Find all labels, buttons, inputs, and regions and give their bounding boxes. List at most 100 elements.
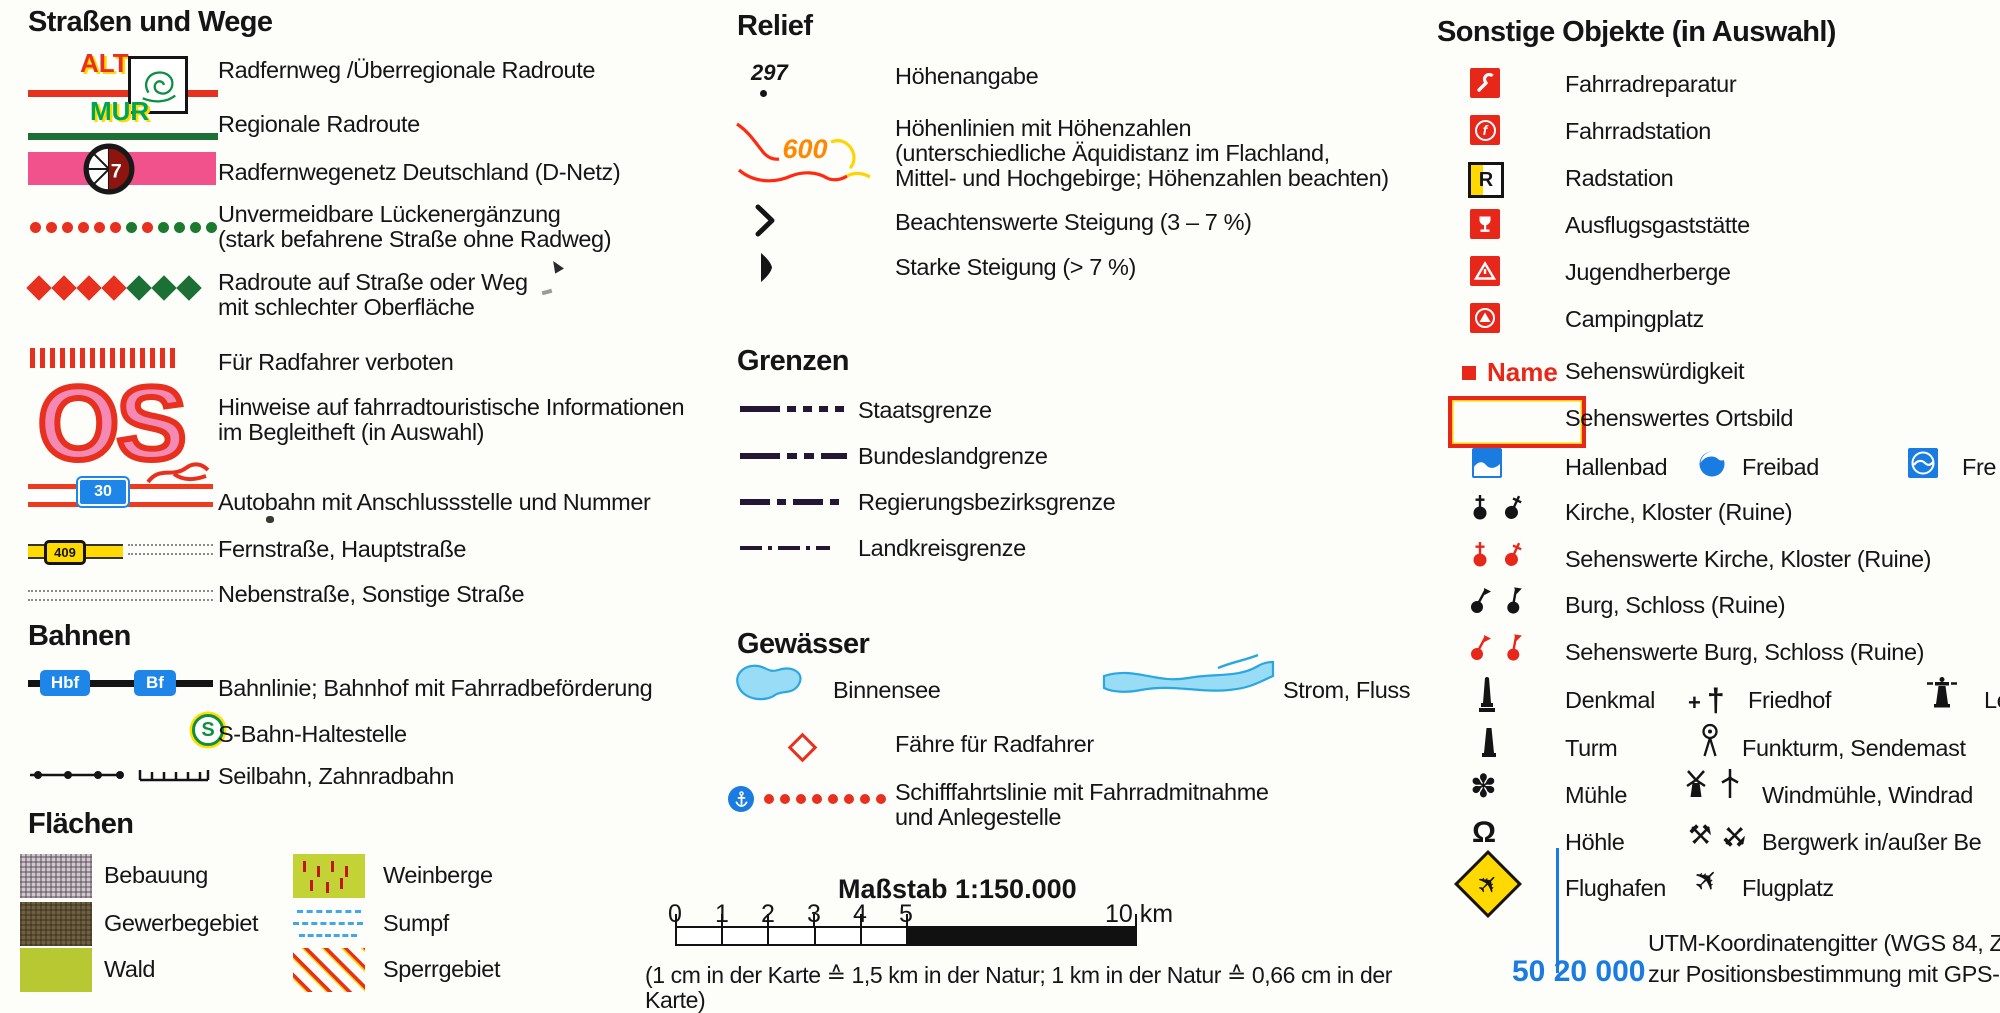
bf-badge: Bf	[134, 670, 176, 696]
legend-label: Le	[1984, 687, 2000, 713]
radfernweg-line	[28, 90, 218, 97]
scale-tick	[721, 914, 723, 927]
regionale-radroute-line	[28, 133, 218, 140]
ausflugsgaststaette-icon	[1470, 209, 1500, 239]
dnetz-wheel-icon: 7	[82, 142, 136, 201]
section-title-sonstige: Sonstige Objekte (in Auswahl)	[1437, 16, 1836, 48]
utm-coordinate: 50 20 000	[1512, 955, 1646, 988]
binnensee-icon	[728, 656, 810, 719]
legend-label: Kirche, Kloster (Ruine)	[1565, 499, 1793, 525]
contour-value: 600	[782, 134, 827, 164]
legend-label: Funkturm, Sendemast	[1742, 735, 1966, 761]
legend-label: Freibad	[1742, 454, 1819, 480]
legend-label: Schifffahrtslinie mit Fahrradmitnahme un…	[895, 779, 1269, 831]
legend-label: Ausflugsgaststätte	[1565, 212, 1750, 238]
swatch-wald	[20, 948, 92, 992]
jugendherberge-icon	[1470, 256, 1500, 286]
anschlussstelle-icon	[146, 458, 210, 493]
legend-label: Mühle	[1565, 782, 1628, 808]
spot-height-value: 297	[751, 60, 788, 85]
utm-grid-line	[1556, 848, 1559, 973]
legend-label: Sperrgebiet	[383, 956, 501, 982]
fernstrasse-symbol: 409	[28, 540, 218, 565]
friedhof-icon: + †	[1688, 684, 1725, 716]
friedhof-cross: †	[1706, 682, 1725, 718]
legend-label: Autobahn mit Anschlussstelle und Nummer	[218, 489, 651, 515]
utm-note: UTM-Koordinatengitter (WGS 84, Zo zur Pos…	[1648, 928, 2000, 989]
leuchtturm-icon	[1925, 676, 1959, 719]
scale-tick-label: 5	[899, 900, 913, 929]
autobahn-number-badge: 30	[78, 478, 128, 506]
legend-label: Jugendherberge	[1565, 259, 1731, 285]
funkturm-icon	[1697, 722, 1723, 763]
legend-label: Höhle	[1565, 829, 1625, 855]
freibad-icon	[1698, 450, 1726, 483]
schlechte-oberflaeche-diamonds	[26, 275, 202, 301]
swatch-bebauung	[20, 854, 92, 898]
artifact-mark	[266, 516, 274, 523]
legend-label: Sumpf	[383, 910, 449, 936]
scale-tick	[1135, 914, 1137, 927]
swatch-sumpf	[293, 902, 365, 946]
utm-note-line1: UTM-Koordinatengitter (WGS 84, Zo	[1648, 930, 2000, 956]
legend-label: Binnensee	[833, 677, 941, 703]
sehenswuerdigkeit-square	[1462, 366, 1476, 380]
sehenswerte-kirche-icons	[1468, 539, 1526, 569]
map-legend-page: { "sections": { "strassen": { "title": "…	[20, 6, 2000, 1012]
regionale-radroute-symbol: MUR	[28, 96, 218, 142]
legend-label: Seilbahn, Zahnradbahn	[218, 763, 454, 789]
verboten-ticks	[30, 348, 175, 368]
legend-label: Sehenswertes Ortsbild	[1565, 405, 1794, 431]
fernstrasse-number-badge: 409	[44, 540, 86, 565]
strom-fluss-icon	[1100, 652, 1276, 717]
massstab-title: Maßstab 1:150.000	[838, 874, 1077, 904]
utm-note-line2: zur Positionsbestimmung mit GPS-G	[1648, 960, 2000, 987]
legend-label: Staatsgrenze	[858, 397, 992, 423]
legend-label: Sehenswürdigkeit	[1565, 358, 1745, 384]
bergwerk-ausser-betrieb-icon: ⚒	[1722, 821, 1747, 851]
anchor-icon	[728, 786, 754, 812]
legend-label: Radstation	[1565, 165, 1674, 191]
legend-label: Radfernweg /Überregionale Radroute	[218, 57, 595, 83]
legend-label: Regierungsbezirksgrenze	[858, 489, 1116, 515]
sehenswerte-burg-icons	[1468, 632, 1526, 662]
swatch-weinberge	[293, 854, 365, 898]
legend-label: Fahrradreparatur	[1565, 71, 1737, 97]
scale-tick	[906, 914, 908, 927]
legend-label: Nebenstraße, Sonstige Straße	[218, 581, 525, 607]
spot-height-dot	[760, 90, 767, 97]
hoehle-icon: Ω	[1472, 816, 1497, 849]
flughafen-icon: ✈	[1454, 850, 1522, 918]
fahrradstation-icon: f	[1470, 115, 1500, 145]
faehre-icon	[787, 732, 818, 763]
legend-label: Radroute auf Straße oder Weg mit schlech…	[218, 269, 528, 321]
legend-label: Flugplatz	[1742, 875, 1834, 901]
seilbahn-symbol	[28, 764, 210, 793]
legend-label: Wald	[104, 956, 156, 982]
section-title-grenzen: Grenzen	[737, 345, 849, 377]
fahrradreparatur-icon	[1470, 68, 1500, 98]
route-badge-mur: MUR	[90, 96, 150, 126]
scale-tick-label: 4	[853, 900, 867, 929]
section-title-strassen: Straßen und Wege	[28, 6, 273, 38]
scale-end-label: 10 km	[1105, 900, 1174, 928]
schifffahrt-dots	[764, 794, 886, 804]
denkmal-icon	[1477, 676, 1497, 719]
swatch-sperrgebiet	[293, 948, 365, 992]
legend-label: Weinberge	[383, 862, 493, 888]
contour-lines-icon: 600	[733, 118, 893, 197]
legend-label: Bebauung	[104, 862, 208, 888]
scale-note: (1 cm in der Karte ≙ 1,5 km in der Natur…	[645, 962, 1392, 1013]
scale-bar	[675, 926, 1137, 946]
artifact-mark	[551, 261, 565, 275]
ortsbild-rectangle	[1448, 396, 1586, 448]
legend-label: Campingplatz	[1565, 306, 1704, 332]
hallenbad-icon	[1472, 448, 1502, 478]
swatch-gewerbegebiet	[20, 902, 92, 946]
steigung-chevron-icon	[753, 203, 777, 244]
muehle-icon: ✽	[1470, 768, 1497, 804]
fahrradstation-letter: f	[1474, 119, 1496, 141]
legend-label: Für Radfahrer verboten	[218, 349, 454, 375]
scale-tick	[813, 914, 815, 927]
burg-schloss-icons	[1468, 585, 1526, 615]
